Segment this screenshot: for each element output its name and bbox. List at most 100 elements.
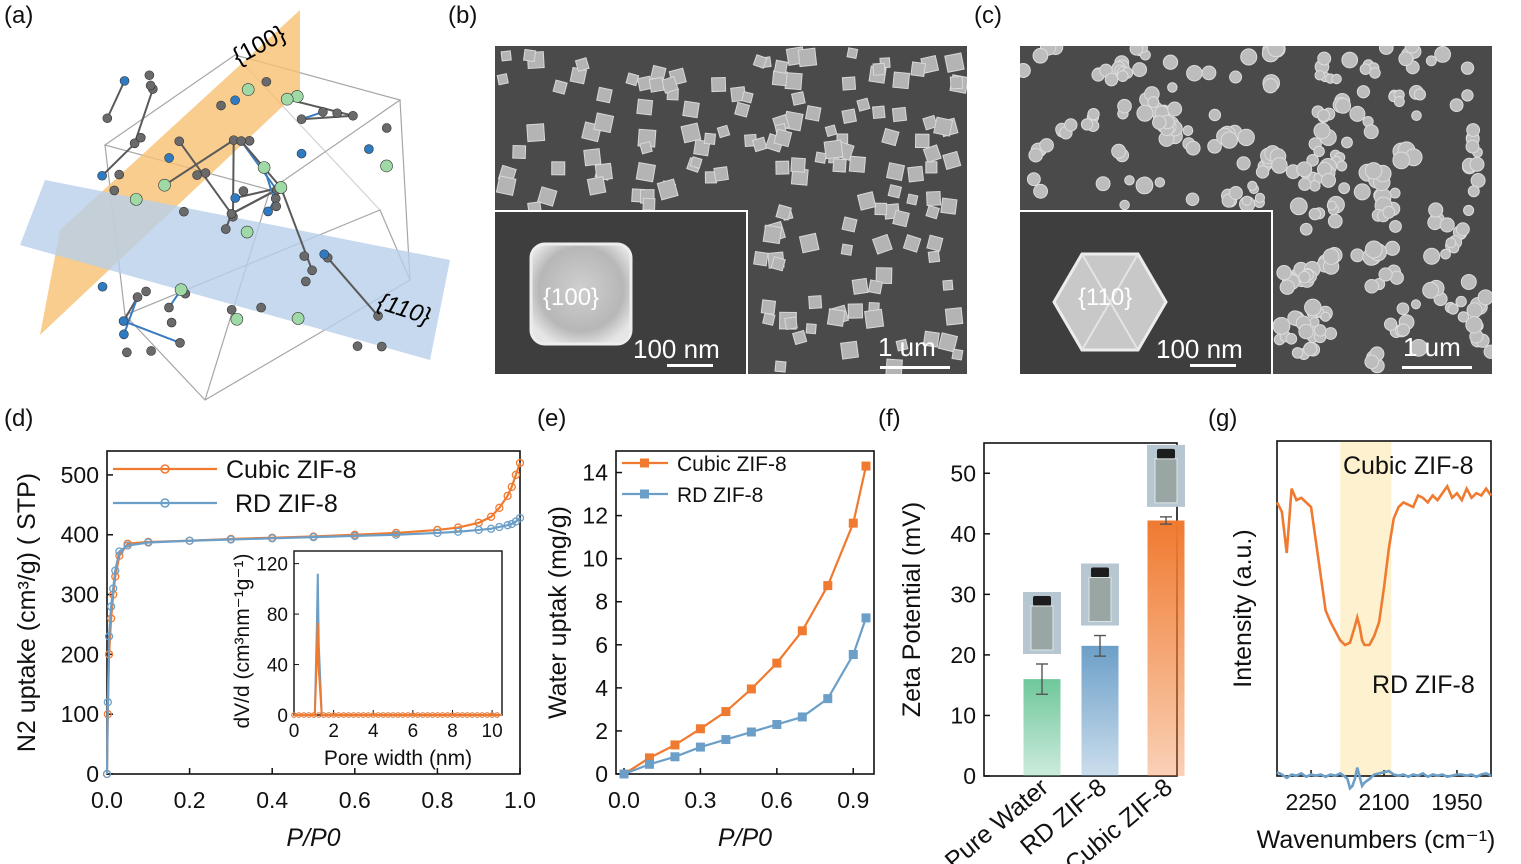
particle (1135, 176, 1154, 195)
particle (1460, 61, 1475, 75)
particle (1463, 204, 1475, 216)
particle (1467, 185, 1480, 198)
particle (625, 72, 640, 87)
particle (840, 243, 854, 256)
atom (119, 76, 130, 86)
x-tick-label: 2100 (1358, 789, 1409, 815)
panel-d-letter: (d) (4, 405, 34, 432)
atom (263, 206, 273, 217)
particle (1455, 222, 1470, 237)
bond (326, 257, 379, 317)
particle (1080, 118, 1094, 131)
inset-x-tick-label: 4 (368, 721, 379, 742)
series-label: Cubic ZIF-8 (1343, 452, 1474, 480)
particle (1136, 104, 1154, 122)
particle (752, 54, 768, 69)
atom (119, 329, 129, 340)
particle (881, 127, 900, 147)
particle (944, 52, 965, 73)
data-point (721, 735, 731, 745)
data-point (104, 632, 114, 641)
bond (164, 139, 235, 187)
atom (158, 178, 171, 192)
y-tick-label: 300 (61, 582, 99, 608)
inset-y-tick-label: 40 (267, 656, 288, 677)
particle (1393, 96, 1405, 108)
particle (1445, 237, 1457, 249)
data-point (644, 753, 654, 763)
data-point (670, 752, 680, 762)
particle (775, 204, 792, 221)
particle (1364, 279, 1379, 294)
atom (238, 186, 249, 196)
particle (594, 162, 613, 182)
x-tick-label: 0.4 (256, 787, 288, 813)
legend-label: RD ZIF-8 (235, 490, 338, 518)
data-point (106, 602, 116, 611)
particle (1317, 51, 1332, 66)
particle (741, 91, 754, 104)
particle (940, 197, 958, 215)
particle (526, 123, 546, 143)
data-point (103, 698, 112, 707)
data-point (644, 759, 654, 769)
particle (734, 101, 751, 118)
y-tick-label: 50 (950, 460, 976, 486)
panel-a-letter: (a) (4, 2, 34, 29)
bond (106, 80, 126, 119)
data-point (746, 727, 756, 737)
particle (1306, 154, 1319, 167)
inset-y-tick-label: 120 (256, 555, 288, 576)
chart-ir-spectra: 2250 2100 1950 Wavenumbers (cm⁻¹) Intensity … (1229, 440, 1495, 854)
particle (1404, 46, 1420, 54)
bond (123, 320, 181, 344)
particle (902, 234, 922, 253)
atom (97, 170, 107, 181)
data-point (861, 613, 871, 623)
particle (1335, 97, 1352, 114)
sem-inset-cubic: {100} 100 nm (495, 210, 748, 374)
atom (129, 193, 143, 206)
x-tick-label: 0.8 (421, 787, 453, 813)
particle (1422, 281, 1440, 299)
particle (926, 234, 944, 252)
particle (933, 116, 954, 137)
particle (891, 106, 908, 123)
x-tick-label: 0.0 (91, 787, 123, 813)
particle (1298, 323, 1314, 340)
particle (716, 124, 731, 139)
particle (1064, 118, 1078, 132)
panel-c-letter: (c) (974, 2, 1002, 29)
particle (791, 329, 808, 346)
particle (856, 191, 877, 211)
inset-y-tick-label: 80 (267, 605, 288, 626)
rd-crystal (1052, 252, 1168, 352)
particle (574, 57, 590, 72)
y-tick-label: 0 (595, 761, 608, 787)
particle (1095, 176, 1111, 192)
legend-marker (160, 498, 170, 508)
y-tick-label: 40 (950, 521, 976, 547)
particle (925, 161, 938, 174)
data-point (111, 566, 120, 575)
data-point (507, 482, 516, 492)
atom (280, 92, 294, 106)
data-point (619, 769, 629, 779)
particle (1228, 185, 1243, 200)
particle (1411, 110, 1422, 121)
particle (1299, 222, 1313, 236)
atom (271, 201, 282, 212)
data-point (109, 584, 118, 593)
atom (241, 83, 255, 96)
particle (500, 50, 512, 62)
particle (656, 178, 679, 201)
panel-g-letter: (g) (1208, 405, 1238, 432)
particle (1363, 124, 1379, 140)
particle (1364, 240, 1383, 259)
sem-scale-bar (1402, 366, 1472, 369)
particle (773, 59, 789, 74)
cubic-particles (495, 46, 967, 374)
panel-e-letter: (e) (537, 405, 567, 432)
particle (1465, 139, 1480, 154)
